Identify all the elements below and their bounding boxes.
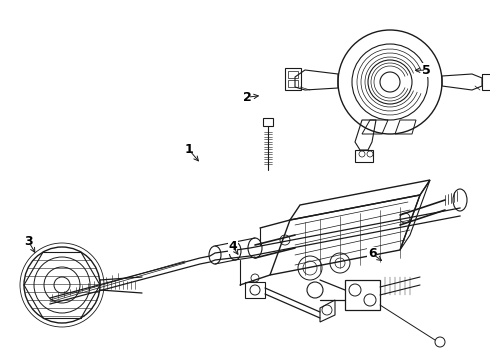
Bar [285,68,301,90]
Bar [355,150,373,162]
Bar [288,80,298,87]
Text: 2: 2 [243,91,252,104]
Bar [345,280,380,310]
Bar [482,74,490,90]
Text: 3: 3 [24,235,33,248]
Bar [245,282,265,298]
Bar [263,118,273,126]
Bar [288,71,298,78]
Text: 6: 6 [368,247,377,260]
Text: 5: 5 [422,64,431,77]
Text: 4: 4 [228,240,237,253]
Text: 1: 1 [184,143,193,156]
